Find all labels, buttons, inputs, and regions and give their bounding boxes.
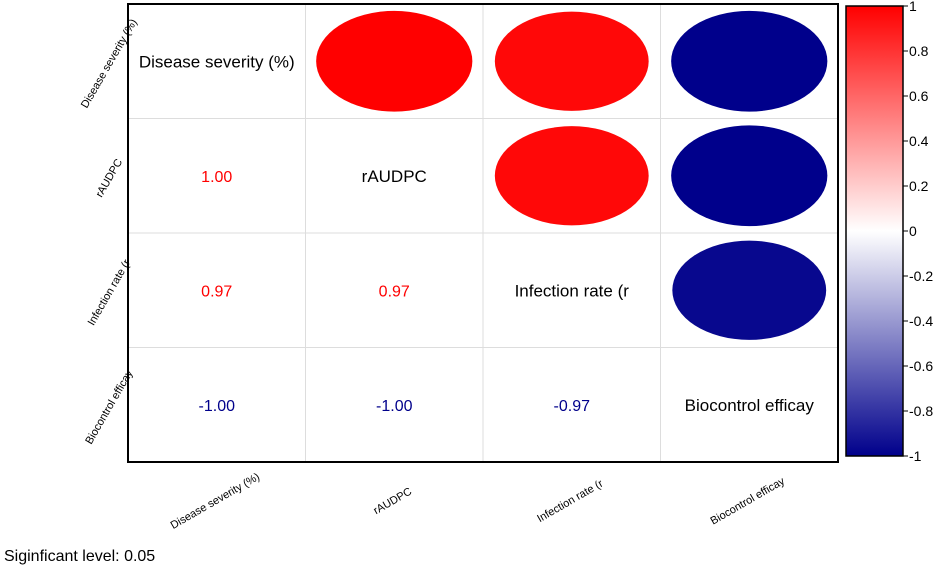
significance-level: Siginficant level: 0.05 <box>4 548 156 565</box>
correlation-circle-r1-c3 <box>671 125 828 227</box>
diagonal-label: rAUDPC <box>362 167 427 186</box>
diagonal-label: Disease severity (%) <box>139 52 295 71</box>
colorbar-tick-label: 0.4 <box>909 133 929 149</box>
colorbar: 1 0.8 0.6 0.4 0.2 0 -0.2 -0.4 -0.6 -0.8 -1 <box>845 0 933 464</box>
column-labels: Disease severity (%) rAUDPC Infection rate… <box>169 471 788 532</box>
colorbar-tick-label: -0.2 <box>909 268 933 284</box>
colorbar-tick-label: 0.2 <box>909 178 929 194</box>
diagonal-label: Biocontrol efficay <box>685 396 815 415</box>
plot-frame <box>127 3 839 463</box>
circle-marks <box>316 10 828 340</box>
colorbar-ticks: 1 0.8 0.6 0.4 0.2 0 -0.2 -0.4 -0.6 -0.8 -1 <box>903 0 933 464</box>
correlation-value: -1.00 <box>376 398 413 415</box>
row-label: Infection rate (r <box>86 257 134 327</box>
row-label: rAUDPC <box>94 157 126 200</box>
column-label: Biocontrol efficay <box>709 475 788 527</box>
column-label: Infection rate (r <box>535 478 605 526</box>
correlation-circle-r0-c3 <box>671 10 828 112</box>
correlation-circle-r0-c1 <box>316 10 473 112</box>
row-label: Disease severity (%) <box>79 17 140 110</box>
column-label: Disease severity (%) <box>169 471 262 532</box>
colorbar-tick-label: -0.8 <box>909 403 933 419</box>
colorbar-tick-label: -0.4 <box>909 313 933 329</box>
correlation-value: 1.00 <box>201 169 232 186</box>
correlation-circle-r0-c2 <box>494 11 649 111</box>
colorbar-gradient <box>845 5 904 457</box>
colorbar-tick-label: -1 <box>909 448 922 464</box>
correlation-circle-r2-c3 <box>672 240 827 340</box>
correlation-circle-r1-c2 <box>494 126 649 226</box>
cell-labels: Disease severity (%) rAUDPC Infection rate… <box>139 52 815 415</box>
grid-lines <box>128 4 838 462</box>
column-label: rAUDPC <box>371 486 414 518</box>
colorbar-tick-label: 0 <box>909 223 917 239</box>
colorbar-tick-label: 0.8 <box>909 43 929 59</box>
colorbar-tick-label: 0.6 <box>909 88 929 104</box>
colorbar-tick-label: 1 <box>909 0 917 14</box>
correlation-value: -0.97 <box>554 398 591 415</box>
correlation-value: -1.00 <box>199 398 236 415</box>
colorbar-tick-label: -0.6 <box>909 358 933 374</box>
correlation-value: 0.97 <box>201 283 232 300</box>
diagonal-label: Infection rate (r <box>515 281 630 300</box>
correlation-value: 0.97 <box>379 283 410 300</box>
row-labels: Disease severity (%) rAUDPC Infection rate… <box>79 17 140 446</box>
